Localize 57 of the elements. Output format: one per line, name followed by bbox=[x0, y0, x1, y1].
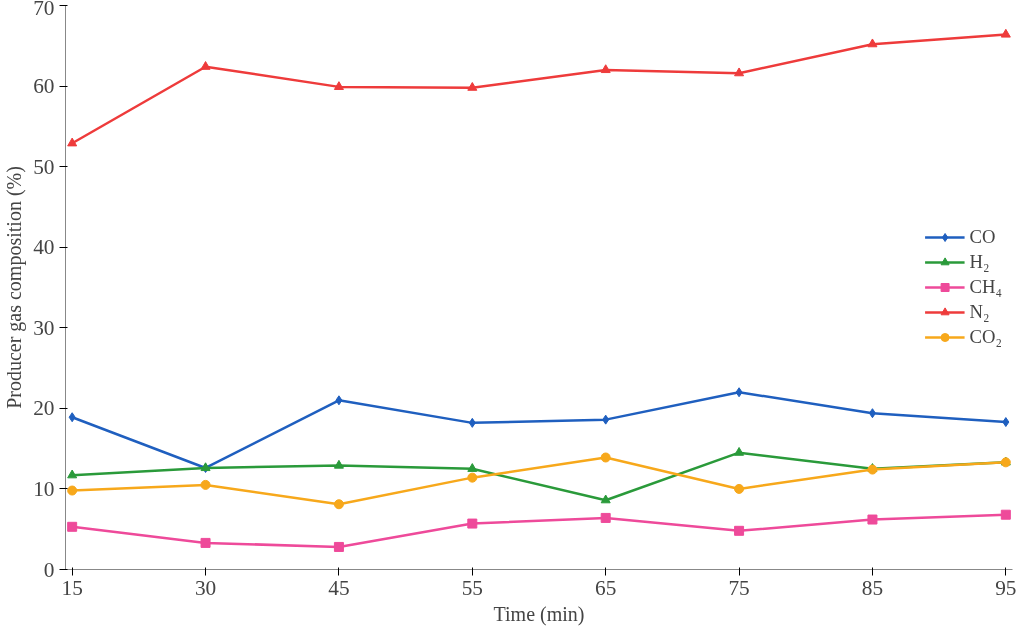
point bbox=[333, 459, 344, 469]
point bbox=[867, 514, 878, 525]
point bbox=[602, 414, 610, 425]
point bbox=[600, 64, 611, 74]
point bbox=[333, 81, 344, 90]
point bbox=[200, 537, 211, 548]
point bbox=[467, 472, 478, 483]
point bbox=[735, 387, 743, 398]
y-tick-label: 10 bbox=[33, 476, 55, 501]
x-tick-label: 85 bbox=[861, 575, 884, 600]
point bbox=[467, 463, 478, 472]
point bbox=[67, 137, 78, 147]
legend-label: CH₄ bbox=[969, 276, 1002, 298]
point bbox=[333, 541, 344, 552]
point bbox=[200, 479, 211, 490]
legend-label: CO bbox=[969, 226, 996, 248]
point bbox=[867, 38, 878, 48]
point bbox=[734, 483, 745, 494]
legend-label: H₂ bbox=[969, 251, 990, 273]
y-axis-title: Producer gas composition (%) bbox=[3, 166, 27, 409]
y-tick-label: 30 bbox=[33, 315, 55, 340]
point bbox=[67, 469, 78, 479]
y-tick-label: 50 bbox=[33, 154, 55, 179]
x-tick-label: 75 bbox=[728, 575, 750, 600]
point bbox=[600, 494, 611, 504]
point bbox=[600, 452, 611, 463]
y-tick-label: 20 bbox=[33, 396, 55, 421]
point bbox=[734, 446, 745, 456]
point bbox=[335, 395, 343, 406]
point bbox=[68, 412, 76, 423]
y-tick-label: 0 bbox=[43, 557, 55, 582]
y-tick-label: 70 bbox=[33, 0, 55, 20]
x-tick-label: 95 bbox=[995, 575, 1017, 600]
point bbox=[200, 61, 211, 70]
x-axis-title: Time (min) bbox=[493, 602, 585, 626]
x-tick-label: 30 bbox=[194, 575, 217, 600]
point bbox=[67, 521, 78, 532]
point bbox=[1002, 417, 1010, 428]
y-tick-label: 60 bbox=[33, 74, 55, 99]
point bbox=[600, 512, 611, 523]
legend-label: N₂ bbox=[969, 301, 990, 323]
point bbox=[467, 81, 478, 91]
point bbox=[734, 525, 745, 536]
x-tick-label: 65 bbox=[595, 575, 617, 600]
y-tick-label: 40 bbox=[33, 235, 55, 260]
point bbox=[1000, 509, 1011, 520]
point bbox=[734, 67, 745, 77]
point bbox=[467, 518, 478, 529]
x-tick-label: 15 bbox=[61, 575, 83, 600]
x-tick-label: 55 bbox=[461, 575, 483, 600]
point bbox=[468, 417, 476, 428]
point bbox=[868, 408, 876, 419]
x-tick-label: 45 bbox=[328, 575, 350, 600]
point bbox=[333, 499, 344, 510]
point bbox=[67, 485, 78, 496]
point bbox=[1000, 28, 1011, 38]
legend-label: CO₂ bbox=[969, 326, 1002, 348]
